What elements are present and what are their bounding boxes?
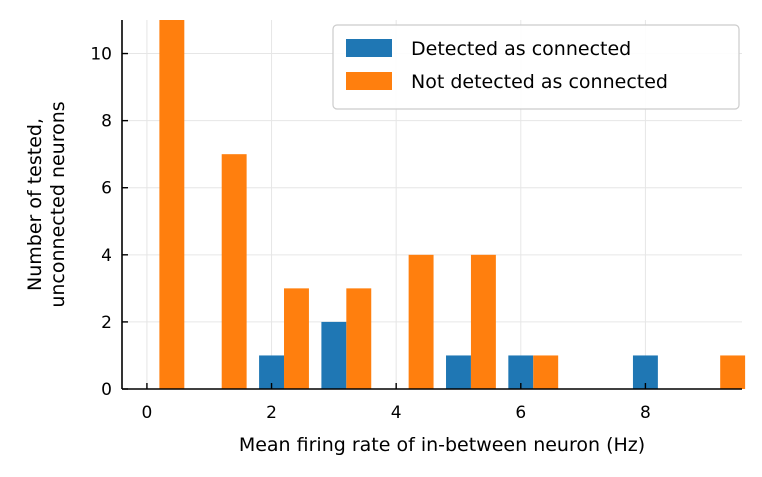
bar bbox=[408, 254, 434, 389]
x-tick-label: 8 bbox=[640, 403, 651, 423]
x-tick-label: 6 bbox=[515, 403, 526, 423]
x-tick-label: 4 bbox=[391, 403, 402, 423]
bar bbox=[321, 321, 347, 389]
y-tick-label: 6 bbox=[101, 179, 112, 199]
legend-swatch-not-detected bbox=[346, 72, 392, 90]
bar bbox=[470, 254, 496, 389]
x-tick-label: 0 bbox=[142, 403, 153, 423]
x-axis-title: Mean firing rate of in-between neuron (H… bbox=[239, 434, 645, 456]
bar bbox=[159, 20, 185, 389]
tick-labels: 0 2 4 6 8 0 2 4 6 8 10 bbox=[90, 45, 650, 423]
bar bbox=[720, 355, 746, 389]
legend-frame bbox=[332, 24, 740, 110]
legend-label-not-detected: Not detected as connected bbox=[411, 71, 668, 93]
y-tick-label: 8 bbox=[101, 112, 112, 132]
x-tick-label: 2 bbox=[266, 403, 277, 423]
bars bbox=[159, 20, 746, 389]
y-tick-label: 0 bbox=[101, 380, 112, 400]
bar bbox=[346, 288, 372, 389]
legend-swatch-detected bbox=[346, 39, 392, 57]
axes bbox=[121, 20, 742, 390]
bar bbox=[284, 288, 309, 389]
bar bbox=[446, 355, 471, 389]
y-axis-title-line-2: unconnected neurons bbox=[47, 101, 69, 307]
bar bbox=[221, 154, 247, 389]
legend-label-detected: Detected as connected bbox=[411, 38, 631, 60]
y-tick-label: 4 bbox=[101, 246, 112, 266]
y-tick-label: 2 bbox=[101, 313, 112, 333]
y-tick-label: 10 bbox=[90, 45, 112, 65]
bar bbox=[533, 355, 559, 389]
legend: Detected as connected Not detected as co… bbox=[332, 24, 740, 110]
y-axis-title-line-1: Number of tested, bbox=[24, 118, 46, 291]
y-axis-title: Number of tested, unconnected neurons bbox=[24, 101, 69, 307]
